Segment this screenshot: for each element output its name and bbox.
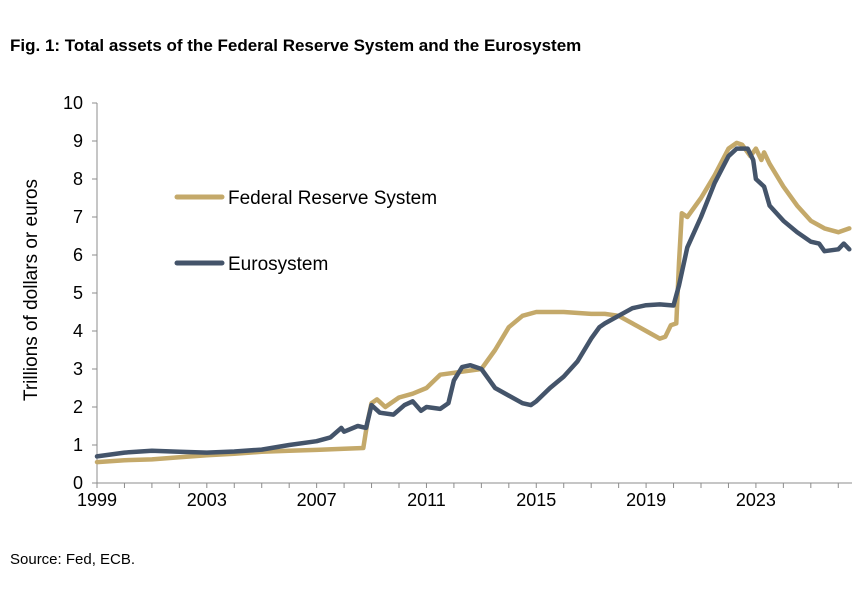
y-tick-label: 1 — [73, 435, 83, 455]
series-line-eurosystem — [94, 146, 852, 459]
chart-axes: 0 1 2 3 4 5 6 7 8 9 10 1999 2003 2007 2011 2015 2019 2023… — [21, 93, 852, 510]
y-axis-label: Trillions of dollars or euros — [21, 179, 42, 401]
x-tick-label: 2011 — [407, 490, 446, 510]
y-tick-label: 9 — [73, 131, 83, 151]
legend-label: Federal Reserve System — [228, 188, 437, 209]
y-tick-label: 6 — [73, 245, 83, 265]
chart-title: Fig. 1: Total assets of the Federal Rese… — [10, 36, 582, 55]
x-tick-label: 2003 — [187, 490, 227, 510]
y-tick-label: 3 — [73, 359, 83, 379]
source-note: Source: Fed, ECB. — [10, 551, 136, 568]
y-tick-label: 10 — [63, 93, 83, 113]
x-tick-label: 1999 — [77, 490, 117, 510]
x-tick-label: 2023 — [736, 490, 776, 510]
y-tick-label: 2 — [73, 397, 83, 417]
legend-label: Eurosystem — [228, 254, 328, 275]
x-tick-label: 2019 — [626, 490, 666, 510]
chart-legend: Federal Reserve System Eurosystem — [174, 188, 437, 275]
series-line-federal-reserve — [94, 140, 852, 465]
x-tick-label: 2015 — [516, 490, 556, 510]
y-tick-label: 7 — [73, 207, 83, 227]
y-tick-label: 5 — [73, 283, 83, 303]
y-tick-label: 0 — [73, 473, 83, 493]
chart-series — [94, 140, 852, 465]
x-tick-label: 2007 — [297, 490, 337, 510]
y-tick-label: 8 — [73, 169, 83, 189]
y-tick-label: 4 — [73, 321, 83, 341]
